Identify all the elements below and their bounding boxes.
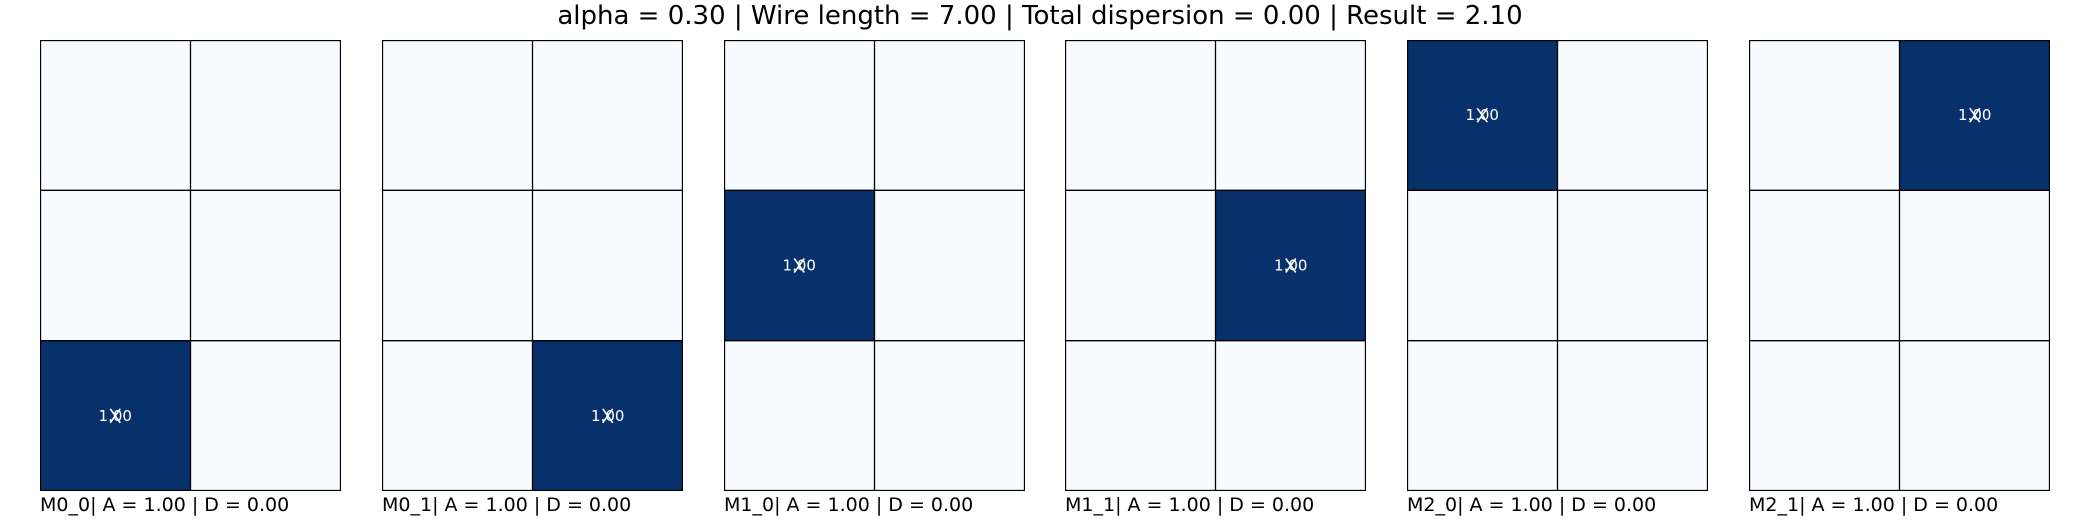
heatmap-cell <box>874 190 1025 341</box>
heatmap-cell <box>1407 340 1558 491</box>
heatmap-cell <box>1215 340 1366 491</box>
heatmap-cell <box>1557 340 1708 491</box>
heatmap-cell <box>1215 40 1366 191</box>
heatmap-grid: 1.00 <box>40 40 341 491</box>
panel-m2-1: 1.00 M2_1| A = 1.00 | D = 0.00 <box>1749 40 2050 516</box>
heatmap-grid: 1.00 <box>382 40 683 491</box>
heatmap-cell <box>382 340 533 491</box>
cell-marker-x <box>602 408 614 424</box>
heatmap-grid: 1.00 <box>724 40 1025 491</box>
heatmap-cell <box>1899 190 2050 341</box>
panel-caption: M0_1| A = 1.00 | D = 0.00 <box>382 494 632 516</box>
panel-m1-0: 1.00 M1_0| A = 1.00 | D = 0.00 <box>724 40 1025 516</box>
panel-caption: M1_0| A = 1.00 | D = 0.00 <box>724 494 974 516</box>
heatmap-cell <box>1407 190 1558 341</box>
heatmap-cell <box>874 340 1025 491</box>
heatmap-cell <box>190 40 341 191</box>
heatmap-cell <box>190 190 341 341</box>
heatmap-cell <box>1899 340 2050 491</box>
panel-frame <box>382 40 683 491</box>
panel-m1-1: 1.00 M1_1| A = 1.00 | D = 0.00 <box>1065 40 1366 516</box>
panel-m0-1: 1.00 M0_1| A = 1.00 | D = 0.00 <box>382 40 683 516</box>
cell-marker-x <box>1285 258 1297 273</box>
cell-marker-x <box>109 408 121 424</box>
cell-marker-x <box>793 258 805 273</box>
panel-m0-0: 1.00 M0_0| A = 1.00 | D = 0.00 <box>40 40 341 516</box>
heatmap-grid: 1.00 <box>1749 40 2050 491</box>
heatmap-cell <box>1557 40 1708 191</box>
panel-frame <box>1749 40 2050 491</box>
heatmap-cell <box>1065 40 1216 191</box>
heatmap-cell <box>1749 340 1900 491</box>
heatmap-cell <box>724 40 875 191</box>
heatmap-cell <box>382 190 533 341</box>
heatmap-cell <box>40 40 191 191</box>
panel-frame <box>1065 40 1366 491</box>
heatmap-cell <box>1065 190 1216 341</box>
panel-caption: M1_1| A = 1.00 | D = 0.00 <box>1065 494 1315 516</box>
heatmap-cell <box>1065 340 1216 491</box>
cell-marker-x <box>1969 107 1981 123</box>
panel-caption: M0_0| A = 1.00 | D = 0.00 <box>40 494 290 516</box>
panel-frame <box>724 40 1025 491</box>
heatmap-cell <box>532 40 683 191</box>
figure-title: alpha = 0.30 | Wire length = 7.00 | Tota… <box>557 1 1523 31</box>
panel-m2-0: 1.00 M2_0| A = 1.00 | D = 0.00 <box>1407 40 1708 516</box>
heatmap-grid: 1.00 <box>1407 40 1708 491</box>
heatmap-cell <box>382 40 533 191</box>
heatmap-cell <box>1749 190 1900 341</box>
heatmap-cell <box>40 190 191 341</box>
heatmap-cell <box>1749 40 1900 191</box>
panel-frame <box>1407 40 1708 491</box>
heatmap-cell <box>874 40 1025 191</box>
heatmap-cell <box>724 340 875 491</box>
panel-caption: M2_1| A = 1.00 | D = 0.00 <box>1749 494 1999 516</box>
heatmap-cell <box>532 190 683 341</box>
cell-marker-x <box>1476 107 1488 123</box>
heatmap-grid: 1.00 <box>1065 40 1366 491</box>
heatmap-cell <box>190 340 341 491</box>
panel-caption: M2_0| A = 1.00 | D = 0.00 <box>1407 494 1657 516</box>
panel-frame <box>40 40 341 491</box>
heatmap-cell <box>1557 190 1708 341</box>
